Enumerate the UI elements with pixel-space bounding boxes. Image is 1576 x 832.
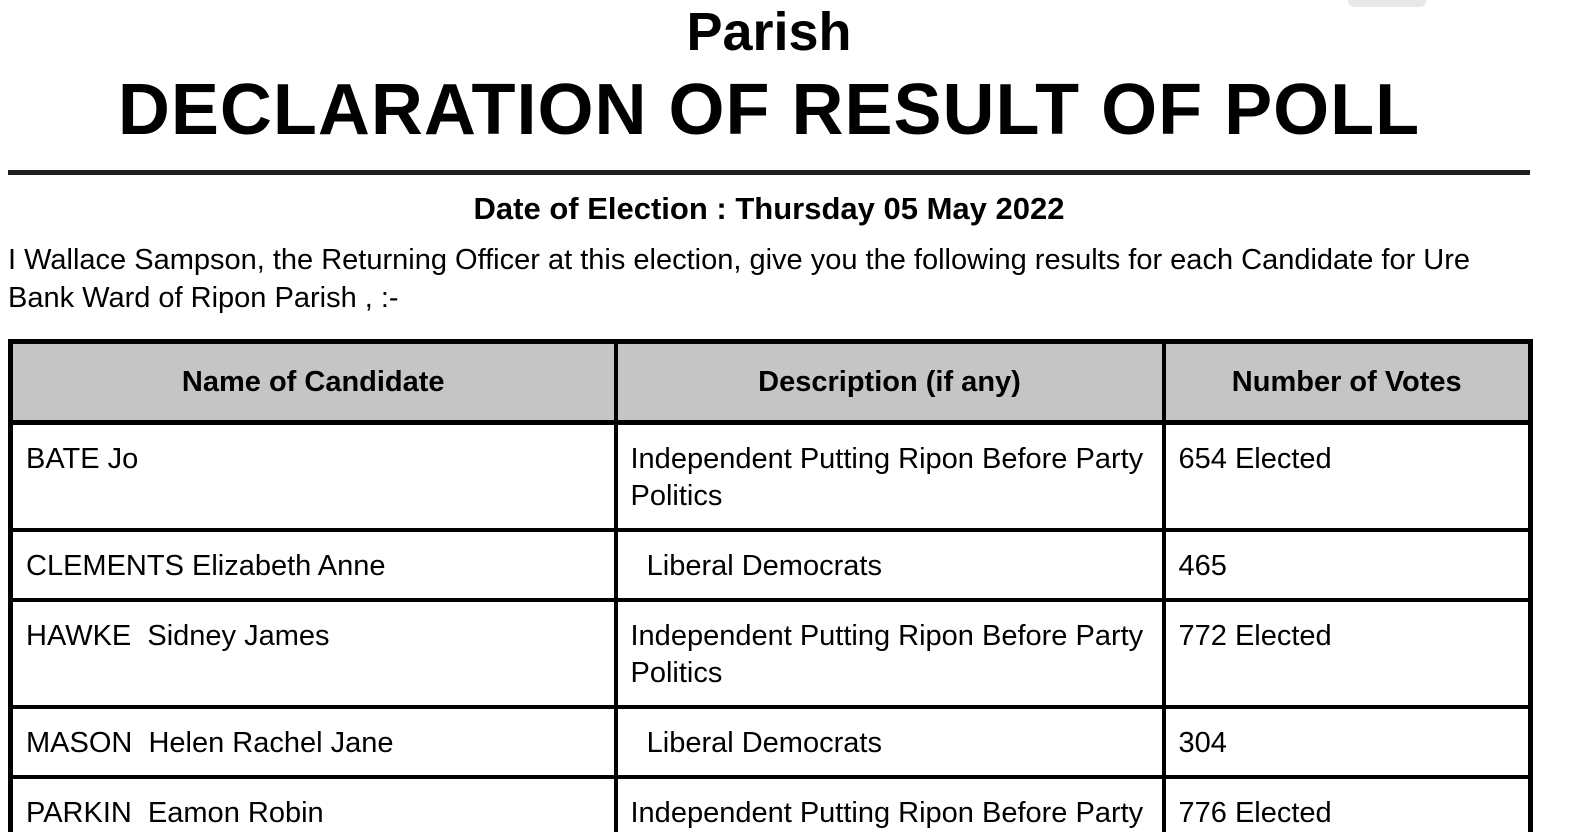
description-cell: Independent Putting Ripon Before Party P… <box>613 420 1166 532</box>
candidate-name-cell: CLEMENTS Elizabeth Anne <box>8 528 618 602</box>
scan-smudge-artifact <box>1348 0 1426 7</box>
returning-officer-intro: I Wallace Sampson, the Returning Officer… <box>8 244 1471 314</box>
header-number-of-votes: Number of Votes <box>1161 339 1533 425</box>
votes-cell: 654 Elected <box>1161 420 1533 532</box>
votes-cell: 776 Elected <box>1161 775 1533 832</box>
parish-title: Parish <box>686 2 852 62</box>
table-row: MASON Helen Rachel Jane Liberal Democrat… <box>8 705 1533 779</box>
description-cell: Liberal Democrats <box>613 705 1166 779</box>
candidate-name-cell: BATE Jo <box>8 420 618 532</box>
votes-cell: 772 Elected <box>1161 598 1533 709</box>
declaration-of-result-title: DECLARATION OF RESULT OF POLL <box>117 70 1421 150</box>
results-table-body: BATE Jo Independent Putting Ripon Before… <box>8 420 1533 832</box>
description-cell: Liberal Democrats <box>613 528 1166 602</box>
votes-cell: 304 <box>1161 705 1533 779</box>
description-cell: Independent Putting Ripon Before Party P… <box>613 775 1166 832</box>
results-table-header: Name of Candidate Description (if any) N… <box>8 339 1533 425</box>
votes-cell: 465 <box>1161 528 1533 602</box>
candidate-name-cell: PARKIN Eamon Robin <box>8 775 618 832</box>
title-divider <box>8 170 1530 175</box>
table-row: CLEMENTS Elizabeth Anne Liberal Democrat… <box>8 528 1533 602</box>
table-row: PARKIN Eamon Robin Independent Putting R… <box>8 775 1533 832</box>
table-row: HAWKE Sidney James Independent Putting R… <box>8 598 1533 709</box>
candidate-name-cell: MASON Helen Rachel Jane <box>8 705 618 779</box>
candidate-name-cell: HAWKE Sidney James <box>8 598 618 709</box>
table-row: BATE Jo Independent Putting Ripon Before… <box>8 420 1533 532</box>
description-cell: Independent Putting Ripon Before Party P… <box>613 598 1166 709</box>
document-content: Parish DECLARATION OF RESULT OF POLL Dat… <box>8 2 1533 832</box>
header-row: Name of Candidate Description (if any) N… <box>8 339 1533 425</box>
header-name-of-candidate: Name of Candidate <box>8 339 618 425</box>
results-table: Name of Candidate Description (if any) N… <box>8 339 1533 832</box>
election-date-line: Date of Election : Thursday 05 May 2022 <box>473 191 1065 226</box>
header-description: Description (if any) <box>613 339 1166 425</box>
